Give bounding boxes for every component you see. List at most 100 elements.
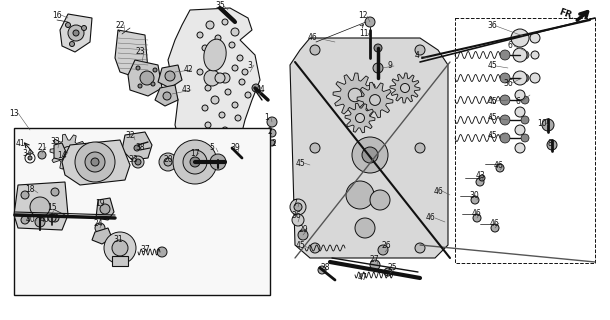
Polygon shape (62, 140, 130, 185)
Circle shape (401, 84, 409, 92)
Circle shape (82, 26, 87, 30)
Circle shape (164, 158, 172, 166)
Polygon shape (390, 73, 420, 103)
Text: 46: 46 (471, 209, 481, 218)
Circle shape (515, 107, 525, 117)
Circle shape (374, 44, 382, 52)
Text: 16: 16 (52, 11, 62, 20)
Circle shape (515, 143, 525, 153)
Text: 46: 46 (308, 34, 318, 43)
Text: 23: 23 (135, 47, 145, 57)
Circle shape (415, 243, 425, 253)
Circle shape (100, 204, 110, 214)
Circle shape (216, 51, 224, 59)
Text: 45: 45 (295, 158, 305, 167)
Circle shape (521, 51, 529, 59)
Polygon shape (128, 60, 162, 96)
Text: 34: 34 (22, 148, 32, 157)
Circle shape (547, 140, 557, 150)
Circle shape (310, 45, 320, 55)
Circle shape (163, 92, 171, 100)
Text: 38: 38 (135, 143, 145, 153)
Circle shape (378, 245, 388, 255)
Circle shape (232, 102, 238, 108)
Text: 42: 42 (183, 66, 193, 75)
Text: 19: 19 (95, 198, 105, 207)
Text: 9: 9 (387, 61, 392, 70)
Polygon shape (92, 228, 112, 244)
Text: 22: 22 (115, 20, 125, 29)
Circle shape (51, 188, 59, 196)
Circle shape (157, 247, 167, 257)
Circle shape (310, 143, 320, 153)
Circle shape (132, 156, 144, 168)
Circle shape (205, 122, 211, 128)
Text: 13: 13 (9, 108, 19, 117)
Text: 25: 25 (387, 263, 397, 273)
Text: 47: 47 (357, 273, 367, 282)
Text: 11: 11 (359, 28, 369, 37)
Circle shape (500, 115, 510, 125)
Circle shape (252, 84, 260, 92)
Text: 46: 46 (494, 162, 504, 171)
Circle shape (140, 71, 154, 85)
Circle shape (202, 45, 208, 51)
Text: 36: 36 (291, 212, 301, 220)
Circle shape (310, 243, 320, 253)
Text: 6: 6 (515, 97, 520, 106)
Circle shape (159, 153, 177, 171)
Circle shape (521, 74, 529, 82)
Text: 17: 17 (190, 148, 200, 157)
Circle shape (521, 134, 529, 142)
Circle shape (496, 164, 504, 172)
Circle shape (51, 214, 59, 222)
Circle shape (153, 68, 157, 72)
Circle shape (104, 232, 136, 264)
Circle shape (242, 69, 248, 75)
Text: 5: 5 (210, 143, 215, 153)
Text: 33: 33 (50, 137, 60, 146)
Text: 15: 15 (47, 204, 57, 212)
Text: 37: 37 (140, 245, 150, 254)
Circle shape (356, 114, 365, 123)
Circle shape (173, 140, 217, 184)
Text: 36: 36 (487, 21, 497, 30)
Circle shape (500, 95, 510, 105)
Circle shape (365, 17, 375, 27)
Circle shape (136, 66, 140, 70)
Polygon shape (345, 103, 375, 133)
Text: 21: 21 (37, 142, 47, 151)
Polygon shape (290, 38, 448, 258)
Circle shape (28, 156, 32, 160)
Circle shape (245, 92, 251, 98)
Circle shape (91, 158, 99, 166)
Circle shape (222, 127, 228, 133)
Circle shape (362, 147, 378, 163)
Circle shape (63, 147, 73, 157)
Circle shape (65, 22, 71, 28)
Text: 18: 18 (25, 186, 35, 195)
Circle shape (352, 137, 388, 173)
Circle shape (531, 51, 539, 59)
Circle shape (479, 175, 485, 181)
Circle shape (471, 196, 479, 204)
Text: 39: 39 (230, 143, 240, 153)
Polygon shape (60, 14, 92, 52)
Circle shape (370, 95, 381, 105)
Circle shape (222, 19, 228, 25)
Circle shape (515, 125, 525, 135)
Text: 46: 46 (433, 187, 443, 196)
Circle shape (521, 96, 529, 104)
Polygon shape (168, 8, 260, 158)
Text: 14: 14 (57, 150, 67, 159)
Circle shape (202, 105, 208, 111)
Circle shape (197, 32, 203, 38)
Polygon shape (158, 65, 182, 88)
Circle shape (530, 73, 540, 83)
Circle shape (151, 82, 155, 86)
Circle shape (530, 33, 540, 43)
Text: 45: 45 (487, 114, 497, 123)
Text: 43: 43 (182, 85, 192, 94)
Circle shape (542, 119, 554, 131)
Text: FR.: FR. (557, 7, 576, 21)
